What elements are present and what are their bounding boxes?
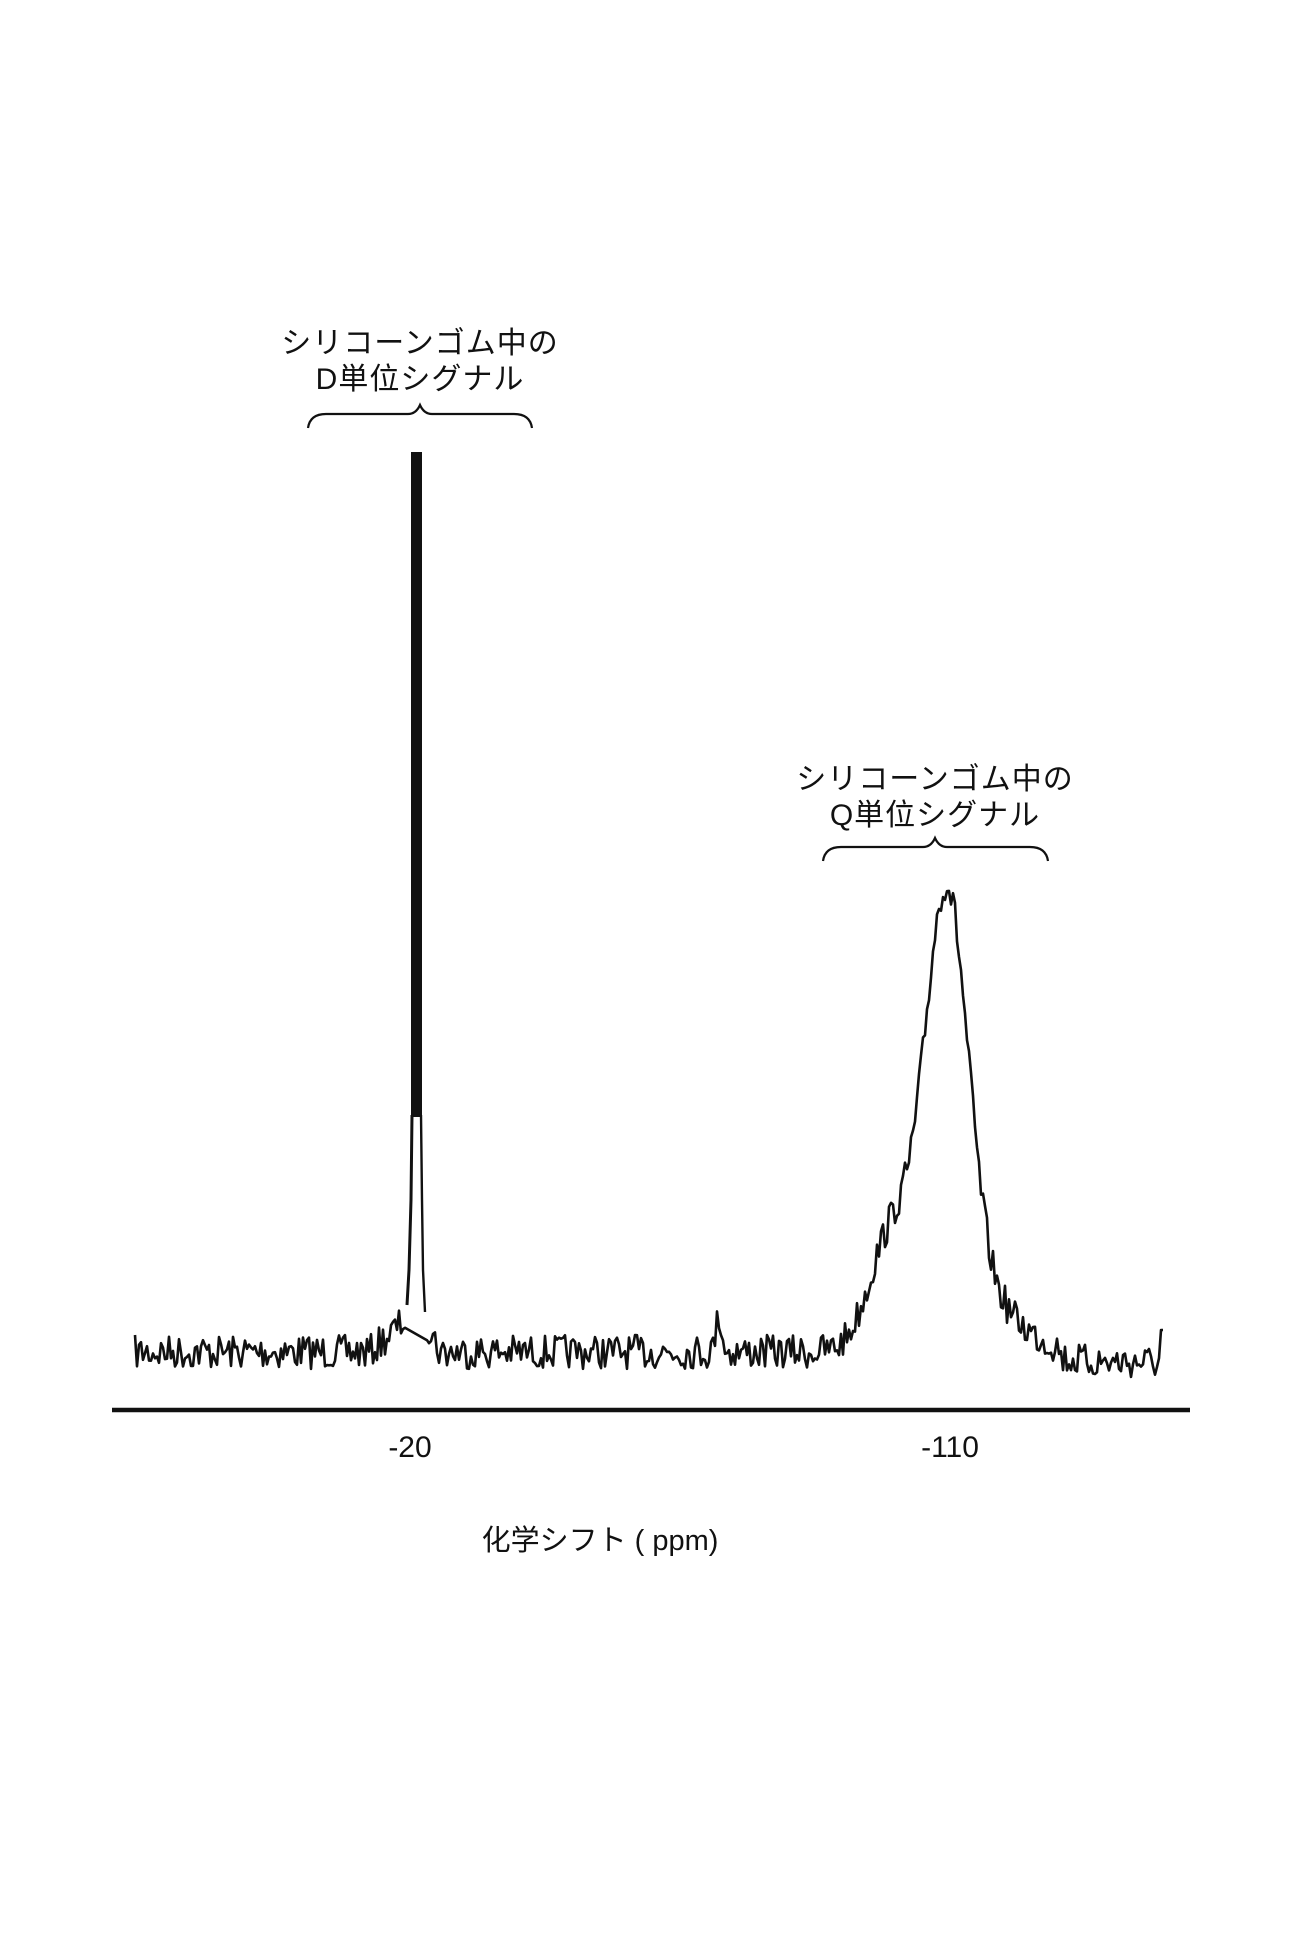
q-unit-annotation-line2: Q単位シグナル	[785, 798, 1085, 834]
q-unit-brace	[823, 838, 1048, 861]
spectrum-plot	[0, 0, 1295, 1941]
tick-label-minus-110: -110	[895, 1430, 1005, 1466]
d-unit-annotation-line1: シリコーンゴム中の	[270, 326, 570, 362]
x-axis-title: 化学シフト ( ppm)	[420, 1524, 780, 1559]
tick-label-minus-20: -20	[360, 1430, 460, 1466]
spectrum-trace	[135, 891, 1163, 1377]
d-unit-annotation: シリコーンゴム中の D単位シグナル	[270, 326, 570, 398]
nmr-spectrum-figure: シリコーンゴム中の D単位シグナル シリコーンゴム中の Q単位シグナル -20 …	[0, 0, 1295, 1941]
d-peak-right-leg	[421, 1115, 425, 1312]
q-unit-annotation-line1: シリコーンゴム中の	[785, 762, 1085, 798]
q-unit-annotation: シリコーンゴム中の Q単位シグナル	[785, 762, 1085, 834]
d-unit-annotation-line2: D単位シグナル	[270, 362, 570, 398]
d-unit-brace	[308, 405, 532, 428]
d-peak-left-leg	[407, 1115, 412, 1305]
d-peak-spike	[411, 452, 422, 1117]
